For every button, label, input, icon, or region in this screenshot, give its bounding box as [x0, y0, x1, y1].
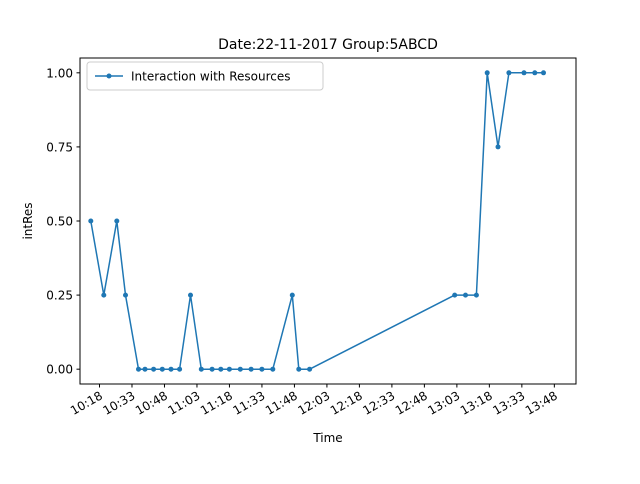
data-point — [248, 366, 254, 372]
data-point — [168, 366, 174, 372]
data-point — [226, 366, 232, 372]
data-point — [177, 366, 183, 372]
y-tick-label: 1.00 — [46, 66, 73, 80]
data-point — [136, 366, 141, 372]
data-point — [541, 70, 546, 76]
legend-entry-label: Interaction with Resources — [131, 70, 290, 84]
y-tick-label: 0.00 — [46, 363, 73, 377]
data-point — [307, 366, 313, 372]
data-point — [209, 366, 215, 372]
y-axis-label: intRes — [21, 202, 35, 239]
data-point — [198, 366, 204, 372]
data-point — [289, 292, 295, 298]
data-point — [473, 292, 479, 298]
data-point — [159, 366, 165, 372]
data-point — [495, 144, 501, 150]
data-point — [532, 70, 538, 76]
data-point — [237, 366, 243, 372]
data-point — [296, 366, 302, 372]
legend: Interaction with Resources — [86, 61, 324, 91]
data-point — [114, 218, 120, 224]
y-tick-label: 0.25 — [46, 289, 73, 303]
data-point — [188, 292, 193, 298]
data-point — [452, 292, 458, 298]
data-point — [88, 218, 94, 224]
data-point — [151, 366, 157, 372]
data-point — [484, 70, 490, 76]
data-point — [142, 366, 148, 372]
x-axis-label: Time — [312, 431, 342, 445]
data-point — [521, 70, 527, 76]
legend-marker-swatch — [106, 73, 112, 79]
data-point — [218, 366, 224, 372]
data-point — [259, 366, 265, 372]
data-point — [101, 292, 107, 298]
legend-frame — [86, 61, 324, 91]
y-tick-label: 0.50 — [46, 215, 73, 229]
chart-title: Date:22-11-2017 Group:5ABCD — [218, 37, 438, 53]
data-point — [270, 366, 276, 372]
data-point — [506, 70, 512, 76]
data-point — [123, 292, 128, 298]
data-point — [463, 292, 468, 298]
y-tick-label: 0.75 — [46, 140, 73, 154]
